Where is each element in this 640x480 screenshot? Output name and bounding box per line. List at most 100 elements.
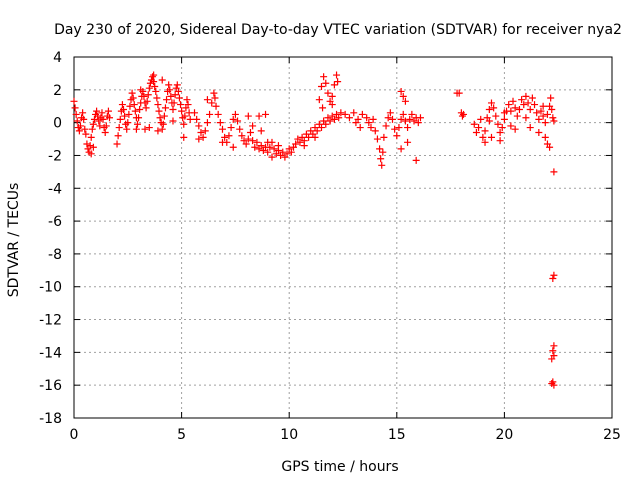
data-point — [531, 101, 539, 109]
data-point — [177, 101, 185, 109]
data-point — [99, 115, 107, 123]
data-point — [373, 135, 381, 143]
data-point — [515, 106, 523, 114]
data-point — [522, 92, 530, 100]
data-point — [369, 115, 377, 123]
data-point — [470, 120, 478, 128]
data-point — [546, 143, 554, 151]
data-point — [533, 109, 541, 117]
data-point — [184, 101, 192, 109]
data-point — [401, 117, 409, 125]
data-point — [119, 106, 127, 114]
data-point — [133, 120, 141, 128]
data-point — [481, 138, 489, 146]
data-point — [270, 145, 278, 153]
data-point — [356, 124, 364, 132]
data-point — [330, 81, 338, 89]
data-point — [296, 138, 304, 146]
data-point — [87, 150, 95, 158]
data-point — [541, 133, 549, 141]
data-point — [333, 71, 341, 79]
data-point — [550, 117, 558, 125]
data-point — [550, 271, 558, 279]
data-point — [145, 124, 153, 132]
data-point — [505, 101, 513, 109]
data-point — [242, 140, 250, 148]
data-point — [124, 119, 132, 127]
data-point — [490, 104, 498, 112]
data-point — [485, 117, 493, 125]
data-point — [88, 125, 96, 133]
y-tick-label: -12 — [39, 313, 62, 329]
data-point — [73, 117, 81, 125]
data-point — [455, 89, 463, 97]
data-point — [171, 91, 179, 99]
y-tick-label: -8 — [48, 247, 62, 263]
data-point — [317, 124, 325, 132]
data-point — [150, 78, 158, 86]
data-point — [167, 92, 175, 100]
data-point — [472, 128, 480, 136]
data-point — [153, 94, 161, 102]
data-point — [500, 109, 508, 117]
data-point — [193, 115, 201, 123]
data-point — [106, 114, 114, 122]
x-tick-label: 10 — [280, 427, 298, 443]
data-point — [549, 114, 557, 122]
data-point — [477, 115, 485, 123]
data-point — [388, 115, 396, 123]
data-point — [404, 138, 412, 146]
data-point — [324, 89, 332, 97]
data-point — [399, 92, 407, 100]
data-point — [328, 101, 336, 109]
data-point — [541, 119, 549, 127]
y-tick-label: 2 — [53, 83, 62, 99]
y-tick-label: 4 — [53, 50, 62, 66]
data-point — [292, 140, 300, 148]
data-point — [487, 99, 495, 107]
y-tick-label: -18 — [39, 411, 62, 427]
data-point — [131, 107, 139, 115]
data-point — [264, 138, 272, 146]
data-point — [543, 110, 551, 118]
data-point — [287, 148, 295, 156]
data-point — [129, 94, 137, 102]
data-point — [257, 142, 265, 150]
data-point — [535, 115, 543, 123]
data-point — [377, 155, 385, 163]
data-point — [548, 106, 556, 114]
data-point — [345, 114, 353, 122]
y-tick-label: -10 — [39, 280, 62, 296]
plot-frame — [73, 56, 613, 419]
data-point — [121, 112, 129, 120]
data-point — [393, 132, 401, 140]
data-point — [89, 143, 97, 151]
data-point — [507, 122, 515, 130]
data-point — [548, 380, 556, 388]
data-point — [498, 124, 506, 132]
x-tick-label: 25 — [603, 427, 621, 443]
data-point — [539, 102, 547, 110]
data-point — [414, 119, 422, 127]
data-point — [132, 125, 140, 133]
data-point — [212, 102, 220, 110]
data-point — [313, 127, 321, 135]
data-point — [391, 125, 399, 133]
data-point — [154, 101, 162, 109]
data-point — [211, 94, 219, 102]
data-point — [352, 119, 360, 127]
data-point — [262, 110, 270, 118]
data-point — [549, 378, 557, 386]
data-point — [136, 106, 144, 114]
data-point — [72, 110, 80, 118]
y-tick-label: -2 — [48, 148, 62, 164]
data-point — [154, 127, 162, 135]
data-point — [214, 110, 222, 118]
data-point — [279, 148, 287, 156]
data-point — [376, 145, 384, 153]
data-point — [159, 120, 167, 128]
data-point — [104, 107, 112, 115]
data-point — [170, 99, 178, 107]
data-point — [511, 125, 519, 133]
